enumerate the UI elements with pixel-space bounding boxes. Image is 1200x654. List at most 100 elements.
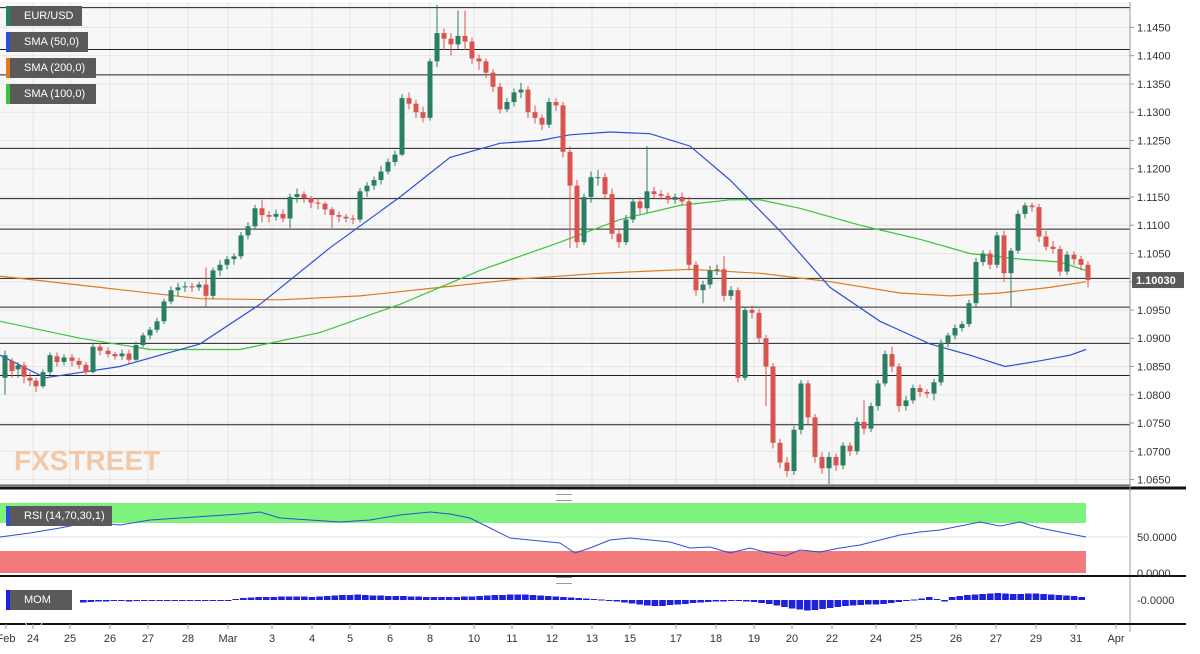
momentum-bar	[125, 600, 133, 602]
candle-body	[1078, 259, 1084, 265]
momentum-bar	[461, 596, 468, 600]
momentum-bar	[102, 600, 110, 602]
momentum-bar	[1040, 594, 1047, 600]
candle-body	[637, 201, 643, 209]
momentum-bar	[483, 595, 491, 600]
candle-body	[952, 328, 958, 336]
momentum-bar	[217, 600, 224, 601]
momentum-bar	[804, 600, 811, 611]
x-tick-label: 12	[546, 633, 558, 645]
momentum-bar	[201, 600, 209, 601]
momentum-bar	[682, 600, 689, 604]
momentum-bar	[171, 600, 179, 601]
momentum-bar	[712, 600, 720, 602]
momentum-bar	[552, 596, 560, 600]
momentum-bar	[537, 595, 544, 600]
momentum-bar	[613, 600, 621, 602]
candle-body	[97, 346, 103, 351]
momentum-bar	[994, 593, 1002, 600]
price-tick-label: 1.1450	[1137, 22, 1171, 34]
momentum-bar	[301, 596, 308, 600]
x-tick-label: 24	[27, 633, 39, 645]
rsi-overbought-zone	[0, 503, 1086, 523]
momentum-bar	[605, 600, 613, 601]
momentum-bar	[880, 600, 887, 604]
candle-body	[665, 195, 671, 200]
candle-body	[455, 35, 461, 45]
momentum-bar	[156, 600, 163, 601]
momentum-bar	[445, 597, 453, 600]
candle-body	[15, 365, 21, 370]
momentum-bar	[339, 595, 346, 600]
momentum-bar	[323, 596, 331, 600]
candle-body	[882, 354, 888, 384]
candle-body	[777, 442, 783, 463]
price-tick-label: 1.1050	[1137, 248, 1171, 260]
pane-resize-handle-1[interactable]	[556, 494, 572, 501]
candle-body	[805, 383, 811, 418]
legend-sma200[interactable]: SMA (200,0)	[6, 58, 96, 78]
momentum-bar	[743, 600, 750, 602]
momentum-bar	[986, 593, 994, 600]
candle-body	[987, 253, 993, 265]
legend-sma100[interactable]: SMA (100,0)	[6, 84, 96, 104]
momentum-bar	[270, 597, 278, 600]
momentum-bar	[80, 600, 87, 603]
price-tick-label: 1.0900	[1137, 333, 1171, 345]
candle-body	[1057, 248, 1063, 272]
momentum-pane	[0, 583, 1130, 623]
candle-body	[1071, 254, 1077, 260]
candle-body	[1022, 205, 1028, 214]
candle-body	[364, 185, 370, 192]
momentum-bar	[773, 600, 781, 606]
momentum-bar	[1002, 593, 1009, 600]
candle-body	[224, 259, 230, 265]
candle-body	[322, 203, 328, 210]
momentum-bar	[727, 600, 735, 601]
candle-body	[1001, 235, 1007, 274]
candle-body	[315, 202, 321, 204]
candle-body	[602, 177, 608, 195]
candle-body	[434, 33, 440, 62]
candle-body	[889, 354, 895, 367]
legend-sma50[interactable]: SMA (50,0)	[6, 32, 88, 52]
candle-body	[40, 372, 46, 387]
candle-body	[441, 33, 447, 39]
candle-body	[609, 194, 615, 234]
candle-body	[182, 286, 188, 288]
momentum-bar	[499, 595, 506, 600]
price-tick-label: 1.0800	[1137, 390, 1171, 402]
x-tick-label: 25	[910, 633, 922, 645]
candle-body	[1008, 250, 1014, 274]
momentum-bar	[392, 596, 400, 600]
candle-body	[294, 194, 300, 197]
momentum-bar	[979, 594, 986, 600]
momentum-bar	[819, 600, 826, 609]
candle-body	[21, 365, 27, 377]
momentum-bar	[361, 595, 369, 600]
candle-body	[147, 329, 153, 336]
legend-momentum[interactable]: MOM (20)	[6, 590, 72, 626]
momentum-bar	[765, 600, 773, 604]
candle-body	[1064, 254, 1070, 272]
rsi-tick-label: 50.0000	[1137, 532, 1177, 544]
candle-body	[567, 151, 573, 186]
price-tick-label: 1.1100	[1137, 220, 1170, 232]
candle-body	[378, 171, 384, 181]
pane-resize-handle-2[interactable]	[556, 577, 572, 584]
momentum-bar	[415, 596, 422, 600]
momentum-bar	[826, 600, 834, 608]
momentum-bar	[400, 596, 407, 600]
legend-symbol[interactable]: EUR/USD	[6, 6, 82, 26]
price-tick-label: 1.0650	[1137, 475, 1171, 487]
momentum-bar	[278, 596, 285, 600]
x-tick-label: 24	[870, 633, 882, 645]
x-tick-label: 25	[64, 633, 76, 645]
candle-body	[273, 213, 279, 217]
momentum-bar	[659, 600, 666, 606]
x-tick-label: 19	[748, 633, 760, 645]
momentum-bar	[781, 600, 788, 607]
momentum-bar	[1070, 596, 1078, 600]
legend-rsi[interactable]: RSI (14,70,30,1)	[6, 506, 112, 526]
